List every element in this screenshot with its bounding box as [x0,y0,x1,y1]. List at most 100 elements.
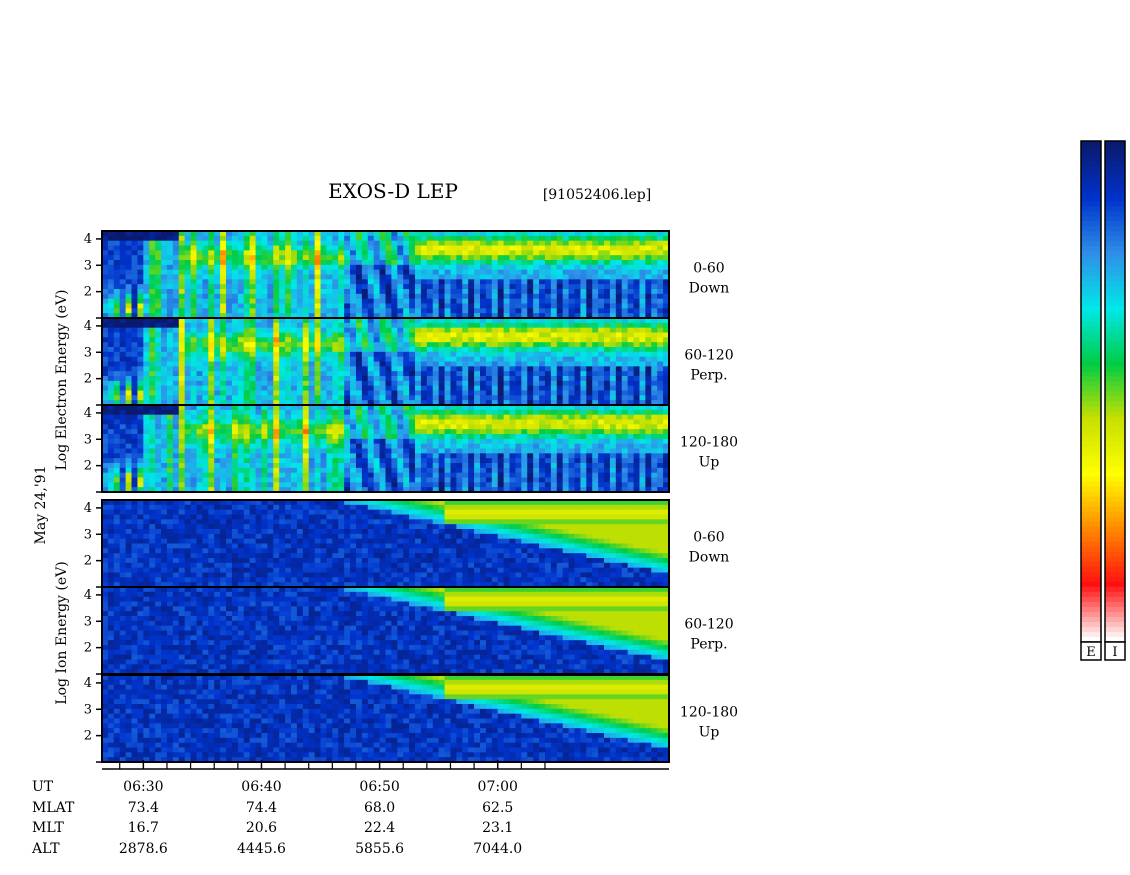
spectrogram-cell [196,371,204,377]
spectrogram-cell [527,347,534,353]
spectrogram-cell [314,477,322,483]
spectrogram-cell [645,390,652,396]
spectrogram-cell [550,438,558,445]
spectrogram-cell [456,463,463,469]
spectrogram-cell [391,269,398,276]
spectrogram-cell [261,448,268,454]
spectrogram-cell [255,453,263,459]
spectrogram-cell [231,255,239,261]
spectrogram-cell [409,477,416,483]
spectrogram-cell [285,448,292,454]
spectrogram-cell [550,419,558,425]
spectrogram-cell [556,356,564,363]
spectrogram-cell [361,405,369,411]
spectrogram-cell [580,458,587,464]
spectrogram-cell [155,327,162,334]
panel-angle-label: 0-60 [693,261,724,277]
spectrogram-cell [102,390,109,396]
spectrogram-cell [485,477,493,483]
spectrogram-cell [415,385,422,392]
spectrogram-cell [302,231,310,237]
spectrogram-cell [237,482,245,488]
spectrogram-cell [326,395,333,401]
spectrogram-cell [367,332,375,338]
spectrogram-cell [367,274,375,280]
spectrogram-cell [397,327,404,334]
spectrogram-cell [332,240,339,247]
spectrogram-cell [350,284,357,290]
spectrogram-cell [308,303,316,309]
spectrogram-cell [196,487,204,493]
spectrogram-cell [497,424,505,430]
spectrogram-cell [166,467,174,474]
spectrogram-cell [379,409,387,416]
spectrogram-cell [556,347,564,353]
spectrogram-cell [426,443,434,450]
spectrogram-cell [196,385,204,392]
spectrogram-cell [273,405,280,411]
spectrogram-cell [485,279,493,285]
spectrogram-cell [190,293,198,300]
spectrogram-cell [113,327,121,334]
spectrogram-cell [568,434,576,440]
spectrogram-cell [279,409,286,416]
spectrogram-cell [261,347,268,353]
spectrogram-cell [633,376,641,382]
spectrogram-cell [338,385,345,392]
spectrogram-cell [409,376,416,382]
spectrogram-cell [202,443,209,450]
spectrogram-cell [379,231,387,237]
spectrogram-cell [350,279,357,285]
spectrogram-cell [444,240,452,247]
spectrogram-cell [137,274,144,280]
spectrogram-cell [515,361,522,367]
spectrogram-cell [125,269,133,276]
spectrogram-cell [102,240,109,247]
spectrogram-cell [350,482,357,488]
spectrogram-cell [355,250,363,256]
spectrogram-cell [468,351,475,358]
spectrogram-cell [202,347,209,353]
spectrogram-cell [420,429,428,435]
spectrogram-cell [367,487,375,493]
spectrogram-cell [645,293,652,300]
spectrogram-cell [462,419,469,425]
spectrogram-cell [609,245,617,251]
spectrogram-cell [627,327,635,334]
spectrogram-cell [527,405,534,411]
spectrogram-cell [426,356,434,363]
spectrogram-cell [456,327,463,334]
spectrogram-cell [273,342,280,348]
spectrogram-cell [586,313,593,319]
spectrogram-cell [639,313,646,319]
spectrogram-cell [172,409,180,416]
spectrogram-cell [462,342,469,348]
spectrogram-cell [598,405,605,411]
spectrogram-cell [344,327,351,334]
spectrogram-cell [355,264,363,271]
spectrogram-cell [296,414,304,421]
spectrogram-cell [249,414,257,421]
spectrogram-cell [474,434,481,440]
spectrogram-cell [515,231,522,237]
spectrogram-cell [367,356,375,363]
spectrogram-cell [663,255,670,261]
spectrogram-cell [314,255,322,261]
spectrogram-cell [367,313,375,319]
spectrogram-cell [214,332,221,338]
spectrogram-cell [432,264,440,271]
spectrogram-cell [184,361,192,367]
spectrogram-cell [491,274,499,280]
spectrogram-cell [379,376,387,382]
spectrogram-cell [178,356,186,363]
spectrogram-cell [107,434,115,440]
spectrogram-cell [426,400,434,406]
spectrogram-cell [450,298,457,305]
spectrogram-cell [131,434,139,440]
spectrogram-cell [373,284,381,290]
spectrogram-cell [279,356,286,363]
spectrogram-cell [326,429,333,435]
spectrogram-cell [302,414,310,421]
spectrogram-cell [550,231,558,237]
spectrogram-cell [574,419,582,425]
